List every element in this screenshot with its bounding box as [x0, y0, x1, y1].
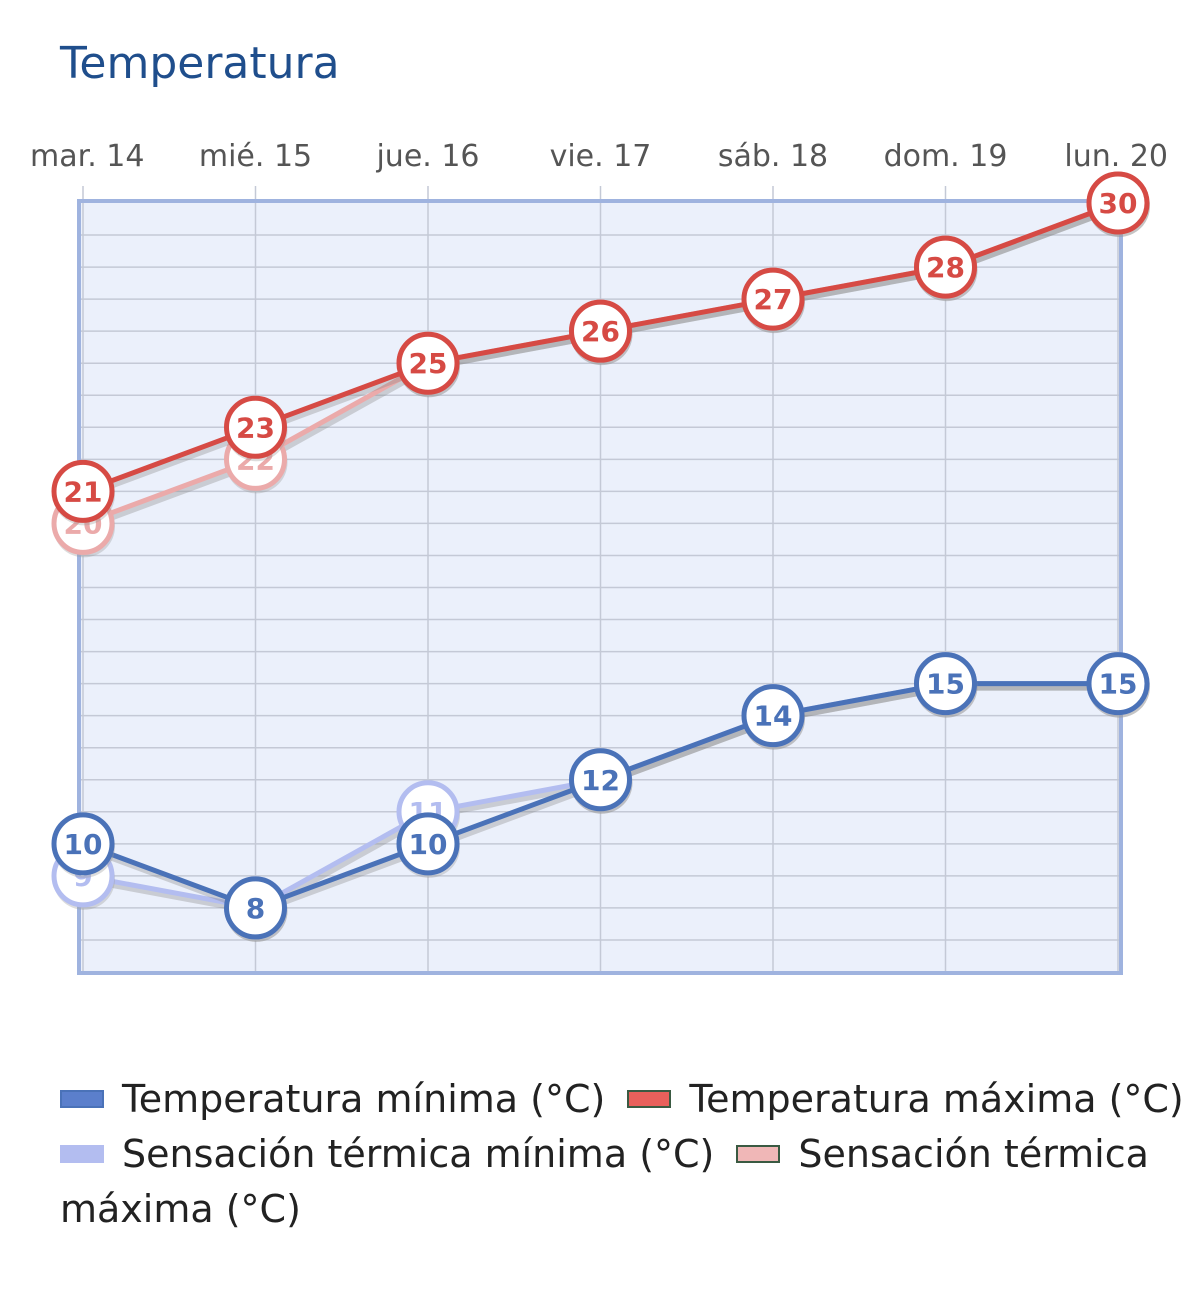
legend-swatch-min-temp: [60, 1089, 104, 1108]
legend-swatch-min-feel: [60, 1144, 104, 1163]
data-label: 21: [64, 475, 103, 508]
data-point: [224, 395, 287, 459]
data-point: [1086, 652, 1150, 716]
legend-item-min-feel[interactable]: Sensación térmica mínima (°C): [60, 1132, 714, 1176]
chart-legend: Temperatura mínima (°C) Temperatura máxim…: [60, 1072, 1185, 1237]
data-label: 10: [64, 828, 103, 861]
data-point: [569, 748, 632, 812]
x-tick-label: dom. 19: [884, 139, 1008, 174]
data-label: 30: [1099, 187, 1138, 220]
x-tick-label: lun. 20: [1064, 139, 1168, 174]
temperature-chart: mar. 14 mié. 15 jue. 16 vie. 17 sáb. 18 dom. …: [30, 139, 1168, 975]
data-point: [51, 459, 115, 523]
data-point: [224, 876, 287, 940]
data-point: [1086, 171, 1150, 235]
data-point: [51, 812, 115, 876]
data-point: [741, 684, 805, 748]
data-point: [396, 812, 460, 876]
legend-item-max-temp[interactable]: Temperatura máxima (°C): [627, 1077, 1184, 1121]
legend-label-max-feel[interactable]: Sensación térmica máxima (°C): [60, 1132, 1149, 1231]
series-1: 21 23 25 26 27 28 30: [51, 171, 1150, 526]
legend-swatch-max-feel: [736, 1144, 781, 1163]
series-0: 10 8 10 12 14 15 15: [51, 652, 1150, 942]
data-point: [569, 299, 632, 363]
data-label: 28: [926, 251, 965, 284]
legend-label-min-feel: Sensación térmica mínima (°C): [122, 1132, 715, 1176]
data-label: 15: [1099, 668, 1138, 701]
x-tick-label: mié. 15: [199, 139, 312, 174]
data-label: 10: [409, 828, 448, 861]
data-point: [741, 267, 805, 331]
data-point: [396, 331, 460, 395]
x-tick-label: jue. 16: [375, 139, 479, 174]
data-point: [914, 652, 977, 716]
data-label: 25: [409, 347, 448, 380]
legend-label-max-temp: Temperatura máxima (°C): [689, 1077, 1184, 1121]
legend-label-min-temp: Temperatura mínima (°C): [122, 1077, 606, 1121]
data-label: 8: [246, 892, 265, 925]
legend-item-min-temp[interactable]: Temperatura mínima (°C): [60, 1077, 605, 1121]
data-label: 14: [754, 700, 793, 733]
plot-border: [77, 199, 1123, 975]
data-label: 23: [236, 411, 275, 444]
chart-title: Temperatura: [60, 38, 340, 89]
data-label: 27: [754, 283, 793, 316]
legend-swatch-max-temp: [627, 1089, 672, 1108]
data-label: 26: [581, 315, 620, 348]
x-tick-label: mar. 14: [30, 139, 144, 174]
x-tick-label: sáb. 18: [718, 139, 828, 174]
data-point: [914, 235, 977, 299]
data-label: 15: [926, 668, 965, 701]
data-label: 12: [581, 764, 620, 797]
x-tick-label: vie. 17: [550, 139, 652, 174]
